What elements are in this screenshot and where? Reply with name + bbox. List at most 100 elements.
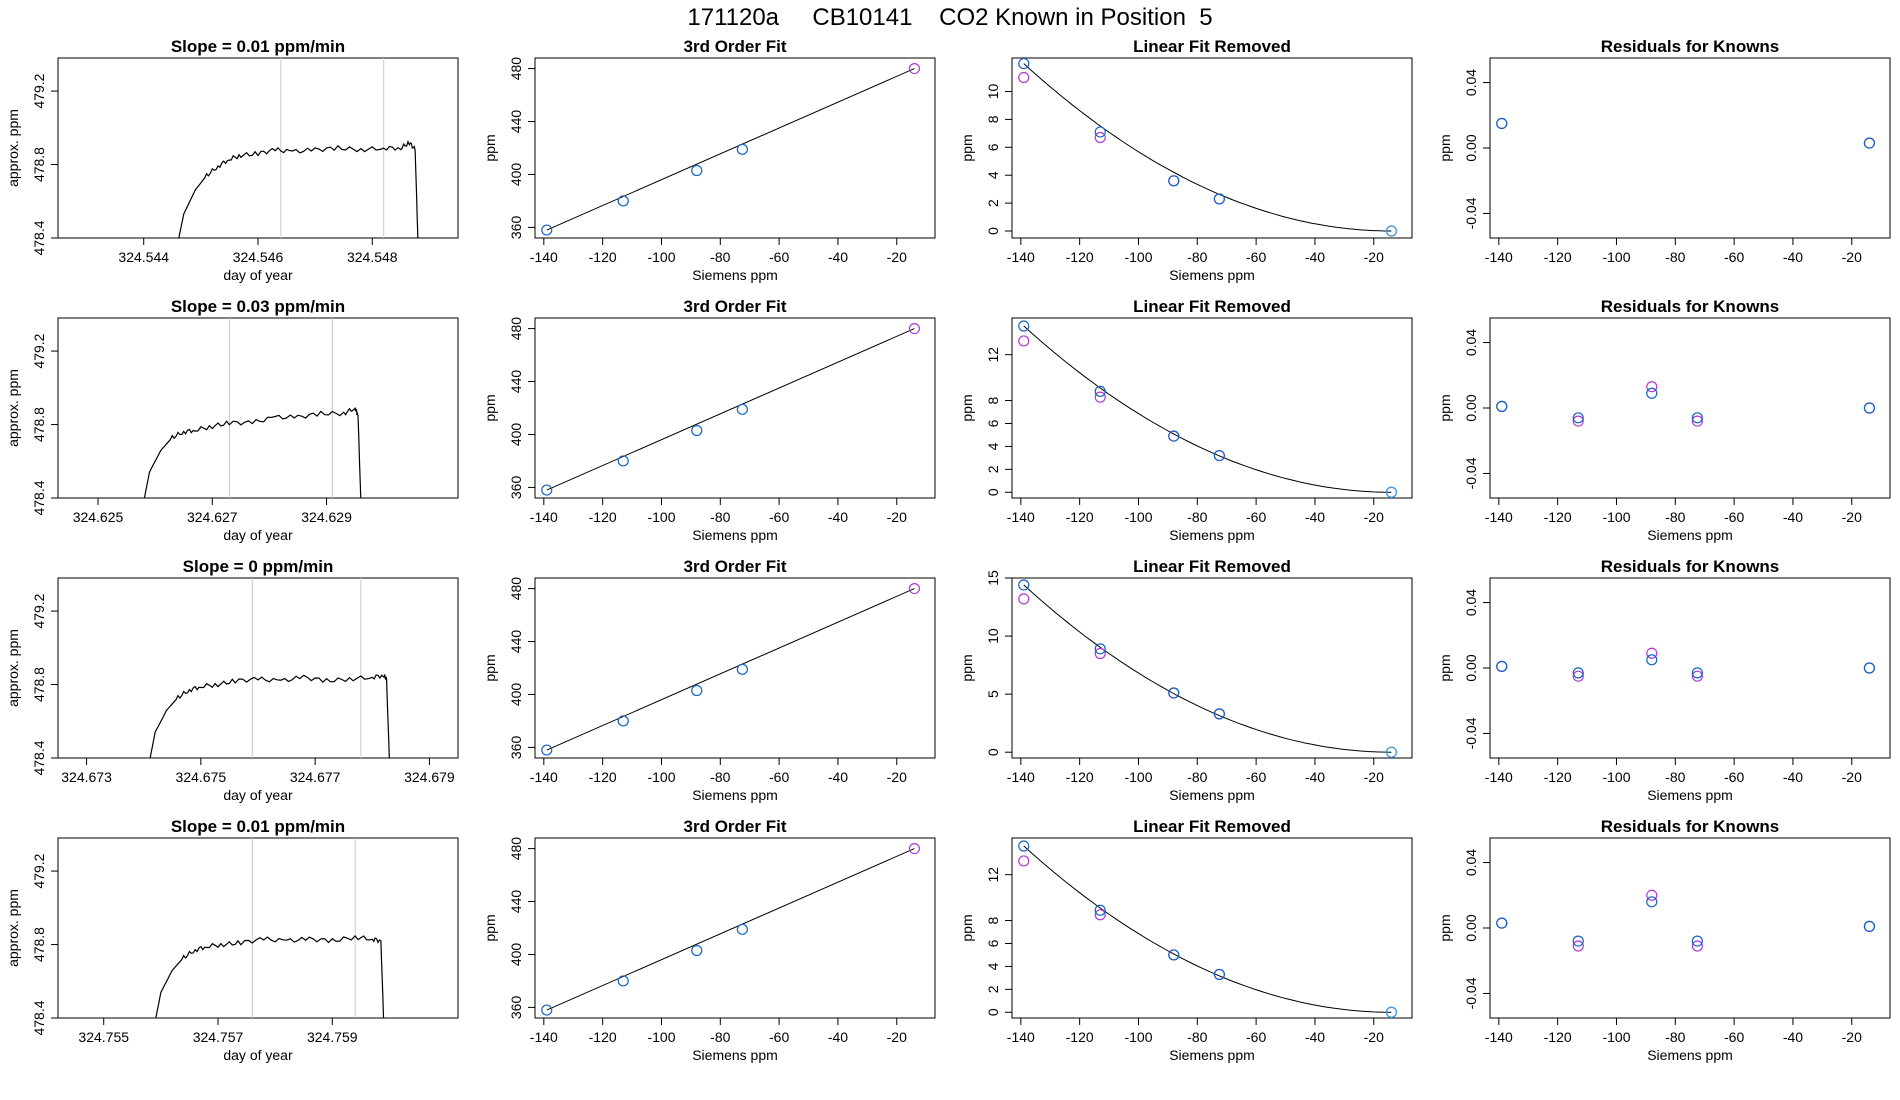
y-tick-label: 400 xyxy=(508,163,524,187)
y-tick-label: 478.4 xyxy=(31,740,47,775)
x-tick-label: -120 xyxy=(1544,1029,1572,1045)
x-tick-label: -60 xyxy=(769,769,789,785)
data-point-fit xyxy=(1691,670,1703,682)
x-tick-label: -100 xyxy=(647,249,675,265)
data-point xyxy=(736,663,748,675)
fit-curve xyxy=(1023,584,1392,753)
x-tick-label: -140 xyxy=(1007,509,1035,525)
data-point-raw xyxy=(1213,193,1225,205)
y-tick-label: 400 xyxy=(508,683,524,707)
y-tick-label: 10 xyxy=(985,628,1001,644)
data-point xyxy=(617,195,629,207)
data-point xyxy=(691,684,703,697)
x-tick-label: -80 xyxy=(710,769,730,785)
data-point-fit xyxy=(1018,593,1030,605)
data-point-fit xyxy=(1094,909,1106,921)
y-tick-label: 0.04 xyxy=(1463,329,1479,356)
x-axis-label: Siemens ppm xyxy=(692,787,778,803)
x-tick-label: -40 xyxy=(1783,769,1803,785)
fit-line xyxy=(546,588,915,751)
data-point-fit xyxy=(1018,335,1030,347)
y-tick-label: 6 xyxy=(985,419,1001,427)
data-point-raw xyxy=(1385,225,1398,237)
data-point-raw xyxy=(1213,968,1225,981)
data-point-raw xyxy=(1863,137,1876,149)
data-point-raw xyxy=(1168,430,1180,442)
data-point xyxy=(541,484,553,496)
x-tick-label: -40 xyxy=(828,1029,848,1045)
data-point xyxy=(908,322,921,335)
y-tick-label: 12 xyxy=(985,347,1001,363)
y-tick-label: 6 xyxy=(985,143,1001,151)
plot-area xyxy=(1018,840,1398,1018)
data-point-raw xyxy=(1094,385,1106,397)
data-point-raw xyxy=(1018,579,1030,591)
y-tick-label: 479.2 xyxy=(31,853,47,888)
data-point-raw xyxy=(1496,660,1508,672)
plot-area xyxy=(1496,117,1876,149)
x-tick-label: -100 xyxy=(1602,509,1630,525)
x-tick-label: -140 xyxy=(1007,1029,1035,1045)
data-point-fit xyxy=(1018,855,1030,867)
x-tick-label: -20 xyxy=(1842,1029,1862,1045)
y-tick-label: 478.4 xyxy=(31,480,47,515)
y-axis-label: ppm xyxy=(959,394,975,421)
data-series-line xyxy=(178,140,419,238)
x-tick-label: -80 xyxy=(710,1029,730,1045)
chart-title: Residuals for Knowns xyxy=(1601,297,1780,316)
y-tick-label: 2 xyxy=(985,465,1001,473)
data-point-raw xyxy=(1018,840,1030,852)
plot-area xyxy=(1496,889,1876,952)
x-tick-label: -60 xyxy=(1724,509,1744,525)
plot-frame xyxy=(534,57,936,239)
plot-frame xyxy=(1011,837,1413,1019)
chart-panel-r4c3: Linear Fit Removed -140 -120 -100 -80 -60 -40 -… xyxy=(959,817,1413,1063)
data-point xyxy=(541,224,553,236)
chart-panel-r1c4: Residuals for Knowns -140 -120 -100 -80 -60 -4… xyxy=(1437,37,1891,265)
chart-title: Slope = 0 ppm/min xyxy=(183,557,334,576)
y-tick-label: 478.8 xyxy=(31,147,47,182)
data-point-fit xyxy=(1094,391,1106,403)
x-tick-label: -20 xyxy=(887,509,907,525)
data-point-fit xyxy=(1094,647,1106,660)
chart-title: Linear Fit Removed xyxy=(1133,297,1291,316)
y-tick-label: 360 xyxy=(508,476,524,500)
x-tick-label: -60 xyxy=(1724,769,1744,785)
chart-panel-r1c2: 3rd Order Fit -140 -120 -100 -80 -60 -40 -20 Sie… xyxy=(482,37,936,283)
y-axis-label: ppm xyxy=(1437,394,1453,421)
x-tick-label: 324.679 xyxy=(404,769,455,785)
x-tick-label: -40 xyxy=(828,249,848,265)
x-axis-label: Siemens ppm xyxy=(1647,527,1733,543)
data-point-fit xyxy=(1572,415,1584,427)
plot-frame xyxy=(1011,577,1413,759)
x-tick-label: 324.755 xyxy=(78,1029,129,1045)
y-axis-label: ppm xyxy=(959,654,975,681)
x-tick-label: 324.548 xyxy=(347,249,398,265)
x-tick-label: -60 xyxy=(769,1029,789,1045)
x-tick-label: 324.759 xyxy=(307,1029,358,1045)
x-tick-label: -60 xyxy=(1246,509,1266,525)
y-tick-label: 360 xyxy=(508,216,524,240)
chart-panel-r4c1: Slope = 0.01 ppm/min 324.755 324.757 324.75… xyxy=(5,817,459,1063)
x-tick-label: -80 xyxy=(1665,509,1685,525)
data-point-raw xyxy=(1572,935,1584,947)
x-tick-label: -80 xyxy=(1187,1029,1207,1045)
y-tick-label: 8 xyxy=(985,916,1001,924)
x-tick-label: -40 xyxy=(1783,1029,1803,1045)
chart-title: 3rd Order Fit xyxy=(684,817,787,836)
plot-area xyxy=(541,322,921,496)
y-tick-label: 8 xyxy=(985,115,1001,123)
chart-title: 3rd Order Fit xyxy=(684,297,787,316)
x-axis-label: day of year xyxy=(223,267,293,283)
plot-frame xyxy=(534,577,936,759)
chart-panel-r2c2: 3rd Order Fit -140 -120 -100 -80 -60 -40 -20 Sie… xyxy=(482,297,936,543)
chart-title: Linear Fit Removed xyxy=(1133,37,1291,56)
data-point-raw xyxy=(1646,654,1658,666)
x-tick-label: -20 xyxy=(887,249,907,265)
data-point-raw xyxy=(1094,643,1106,655)
chart-title: Residuals for Knowns xyxy=(1601,557,1780,576)
y-tick-label: 440 xyxy=(508,890,524,914)
data-point xyxy=(617,715,629,727)
x-axis-label: Siemens ppm xyxy=(1647,1047,1733,1063)
